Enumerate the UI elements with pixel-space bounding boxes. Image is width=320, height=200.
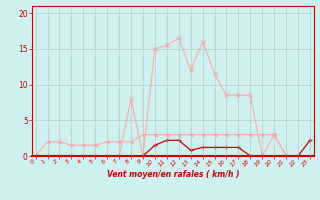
X-axis label: Vent moyen/en rafales ( km/h ): Vent moyen/en rafales ( km/h ) — [107, 170, 239, 179]
